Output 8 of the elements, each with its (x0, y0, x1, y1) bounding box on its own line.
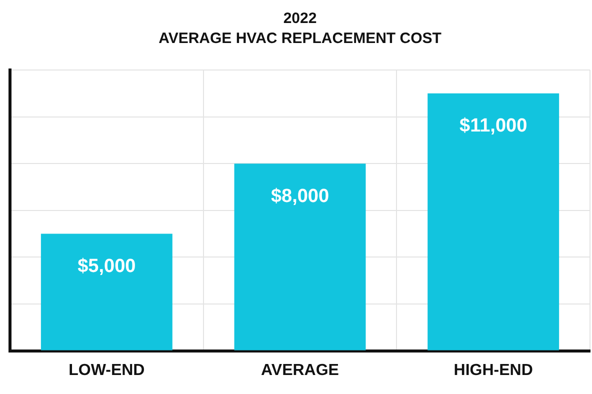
chart-subtitle: AVERAGE HVAC REPLACEMENT COST (158, 30, 442, 48)
x-tick-label: AVERAGE (261, 362, 340, 379)
data-label: $5,000 (78, 256, 136, 278)
data-label: $11,000 (460, 116, 528, 137)
x-tick-label: HIGH-END (454, 362, 533, 379)
data-label: $8,000 (270, 186, 330, 207)
x-tick-label: LOW-END (68, 362, 145, 379)
chart-title: 2022 (283, 10, 317, 28)
